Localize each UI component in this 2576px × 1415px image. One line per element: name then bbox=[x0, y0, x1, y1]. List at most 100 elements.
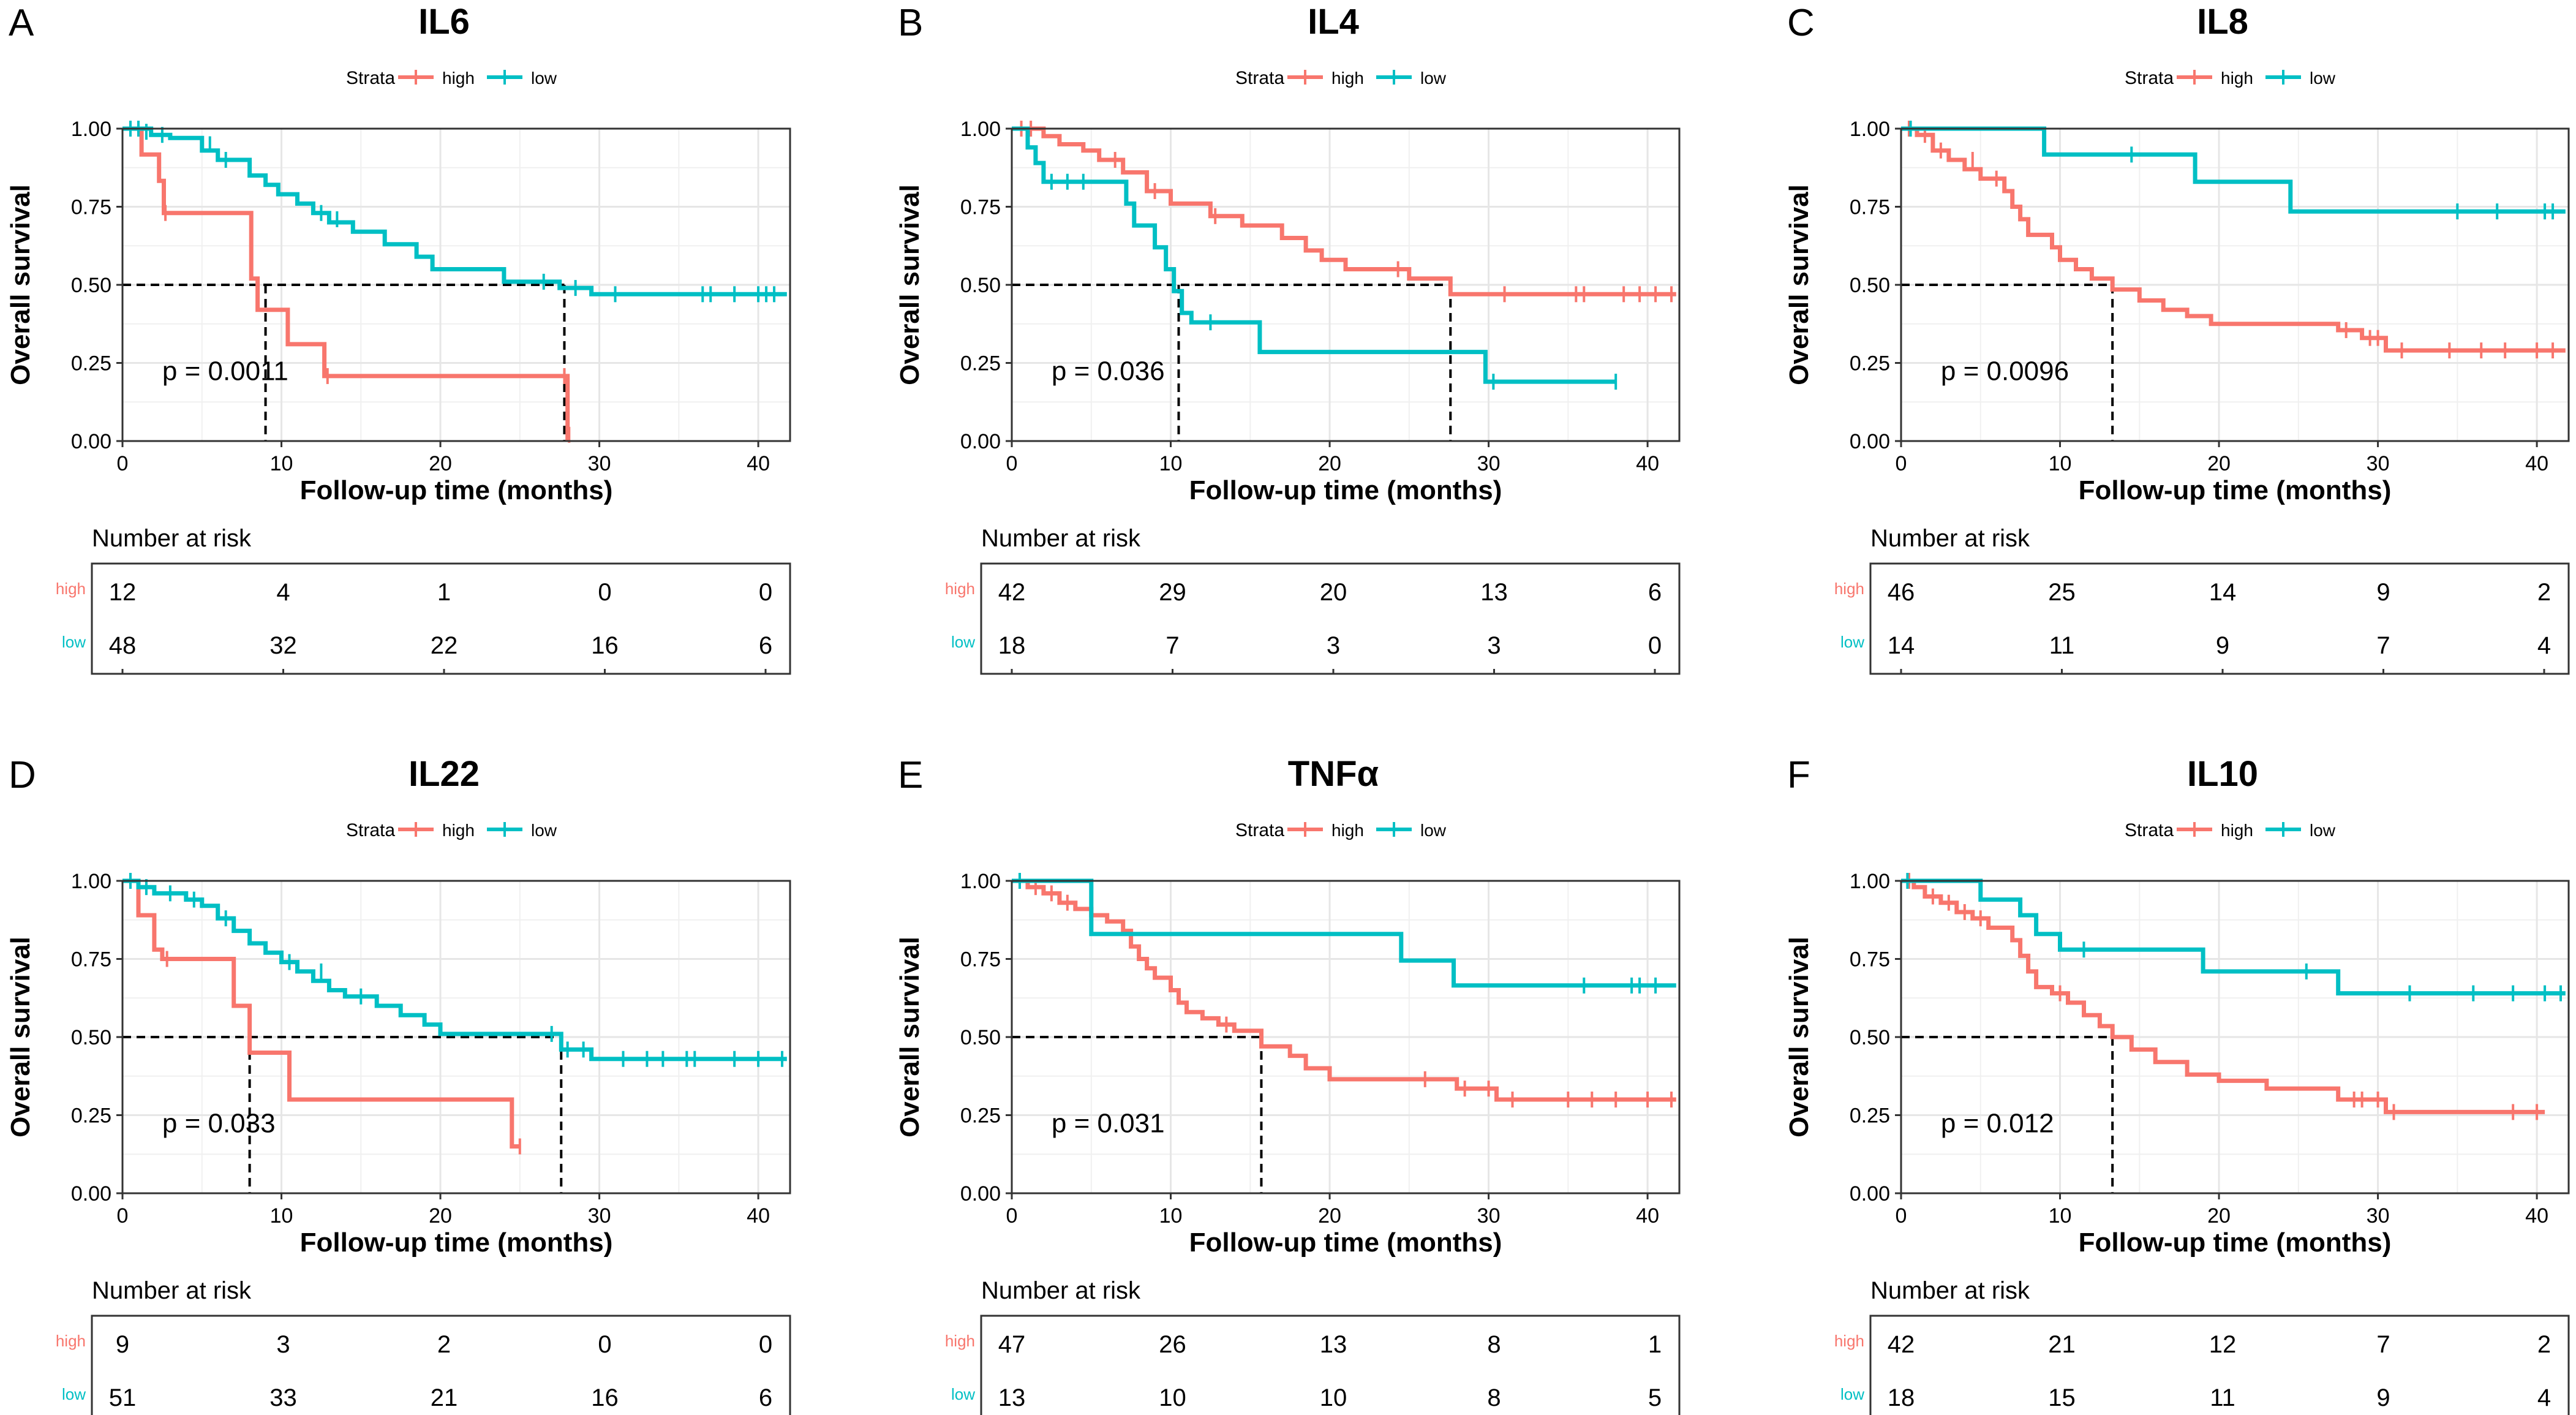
legend: Strata high low bbox=[346, 68, 557, 88]
panel-C: C IL8 Strata high low p = 0.0096 0 10 20 30 40 0.00… bbox=[1784, 2, 2570, 675]
legend-label-low: low bbox=[1420, 69, 1447, 88]
survival-curve-high bbox=[122, 126, 570, 441]
x-tick-label: 10 bbox=[1159, 1204, 1183, 1228]
risk-count-high: 0 bbox=[598, 1331, 611, 1358]
y-tick-label: 0.50 bbox=[1850, 1026, 1890, 1049]
risk-table: Number at risk high 46 25 14 9 2 low 14 11 9 7 4 bbox=[1834, 525, 2570, 675]
p-value: p = 0.036 bbox=[1052, 357, 1165, 387]
risk-count-low: 7 bbox=[2376, 632, 2390, 659]
risk-count-high: 6 bbox=[1648, 579, 1662, 606]
y-tick-label: 0.25 bbox=[1850, 1104, 1890, 1128]
axes: 0 10 20 30 40 0.00 0.25 0.50 0.75 1.00 Follow-up t… bbox=[6, 870, 770, 1258]
x-tick-label: 30 bbox=[2367, 1204, 2390, 1228]
risk-count-high: 47 bbox=[998, 1331, 1026, 1358]
panel-letter: C bbox=[1787, 2, 1815, 44]
x-tick-label: 20 bbox=[2207, 1204, 2231, 1228]
risk-count-low: 3 bbox=[1487, 632, 1501, 659]
y-tick-label: 0.50 bbox=[1850, 274, 1890, 297]
x-axis-label: Follow-up time (months) bbox=[2079, 1228, 2392, 1258]
panel-title: TNFα bbox=[1288, 754, 1379, 794]
risk-count-low: 18 bbox=[998, 632, 1026, 659]
risk-count-high: 21 bbox=[2048, 1331, 2076, 1358]
risk-count-low: 5 bbox=[1648, 1384, 1662, 1411]
legend-label-low: low bbox=[531, 69, 557, 88]
plot-area: p = 0.036 bbox=[1011, 121, 1681, 442]
y-tick-label: 1.00 bbox=[960, 118, 1001, 141]
risk-row-label-low: low bbox=[951, 633, 975, 651]
risk-count-low: 16 bbox=[591, 1384, 619, 1411]
risk-count-low: 11 bbox=[2210, 1384, 2235, 1411]
x-tick-label: 20 bbox=[1318, 1204, 1341, 1228]
legend-title: Strata bbox=[1235, 68, 1284, 88]
risk-row-label-low: low bbox=[62, 1385, 86, 1403]
y-tick-label: 1.00 bbox=[1850, 118, 1890, 141]
panel-E: E TNFα Strata high low p = 0.031 0 10 20 30 40 0.00… bbox=[895, 754, 1681, 1415]
risk-count-low: 14 bbox=[1888, 632, 1915, 659]
p-value: p = 0.031 bbox=[1052, 1109, 1165, 1139]
legend-label-high: high bbox=[1331, 821, 1364, 840]
x-tick-label: 10 bbox=[270, 1204, 293, 1228]
risk-count-low: 15 bbox=[2048, 1384, 2076, 1411]
survival-curve-high bbox=[1012, 878, 1676, 1102]
legend-label-high: high bbox=[2221, 821, 2253, 840]
panel-letter: F bbox=[1787, 754, 1810, 796]
x-tick-label: 0 bbox=[117, 452, 129, 475]
y-tick-label: 0.75 bbox=[71, 196, 111, 219]
risk-count-high: 7 bbox=[2376, 1331, 2390, 1358]
y-tick-label: 0.25 bbox=[71, 1104, 111, 1128]
legend-label-high: high bbox=[2221, 69, 2253, 88]
panel-title: IL4 bbox=[1308, 2, 1359, 42]
y-tick-label: 0.50 bbox=[71, 274, 111, 297]
risk-table-title: Number at risk bbox=[981, 1277, 1141, 1304]
y-axis-label: Overall survival bbox=[6, 937, 36, 1138]
axes: 0 10 20 30 40 0.00 0.25 0.50 0.75 1.00 Follow-up t… bbox=[1784, 870, 2548, 1258]
x-tick-label: 20 bbox=[2207, 452, 2231, 475]
risk-table-border bbox=[91, 1315, 791, 1415]
risk-count-high: 42 bbox=[1888, 1331, 1915, 1358]
x-tick-label: 30 bbox=[1477, 452, 1501, 475]
y-tick-label: 0.25 bbox=[960, 352, 1001, 375]
risk-table-title: Number at risk bbox=[1870, 1277, 2030, 1304]
legend-label-high: high bbox=[442, 69, 475, 88]
survival-curve-low bbox=[1901, 878, 2566, 996]
y-axis-label: Overall survival bbox=[6, 184, 36, 385]
risk-count-low: 32 bbox=[269, 632, 297, 659]
risk-table-title: Number at risk bbox=[981, 525, 1141, 552]
risk-count-low: 9 bbox=[2376, 1384, 2390, 1411]
risk-count-low: 22 bbox=[431, 632, 458, 659]
risk-count-low: 11 bbox=[2049, 632, 2075, 659]
risk-count-high: 0 bbox=[759, 1331, 772, 1358]
risk-count-low: 3 bbox=[1327, 632, 1340, 659]
risk-count-high: 14 bbox=[2209, 579, 2237, 606]
panel-letter: A bbox=[9, 2, 34, 44]
risk-table: Number at risk high 42 21 12 7 2 low 18 15 11 9 4 bbox=[1834, 1277, 2570, 1415]
legend-label-low: low bbox=[2310, 821, 2336, 840]
x-tick-label: 30 bbox=[588, 1204, 611, 1228]
risk-count-low: 10 bbox=[1159, 1384, 1186, 1411]
y-axis-label: Overall survival bbox=[1784, 184, 1814, 385]
p-value: p = 0.012 bbox=[1941, 1109, 2054, 1139]
axes: 0 10 20 30 40 0.00 0.25 0.50 0.75 1.00 Follow-up t… bbox=[895, 870, 1659, 1258]
y-tick-label: 0.75 bbox=[960, 948, 1001, 972]
y-tick-label: 0.50 bbox=[71, 1026, 111, 1049]
risk-table-border bbox=[1869, 562, 2570, 675]
risk-count-low: 16 bbox=[591, 632, 619, 659]
y-tick-label: 0.25 bbox=[1850, 352, 1890, 375]
legend-title: Strata bbox=[346, 820, 395, 840]
risk-count-high: 1 bbox=[1648, 1331, 1662, 1358]
panel-letter: B bbox=[898, 2, 923, 44]
y-tick-label: 1.00 bbox=[71, 118, 111, 141]
plot-area: p = 0.031 bbox=[1011, 873, 1681, 1194]
panel-title: IL22 bbox=[409, 754, 480, 794]
legend: Strata high low bbox=[1235, 68, 1447, 88]
x-tick-label: 10 bbox=[2049, 452, 2072, 475]
survival-curve-low bbox=[1012, 878, 1676, 988]
panel-F: F IL10 Strata high low p = 0.012 0 10 20 30 40 0.00… bbox=[1784, 754, 2570, 1415]
survival-curve-high bbox=[1901, 126, 2566, 353]
x-tick-label: 10 bbox=[2049, 1204, 2072, 1228]
x-tick-label: 30 bbox=[2367, 452, 2390, 475]
